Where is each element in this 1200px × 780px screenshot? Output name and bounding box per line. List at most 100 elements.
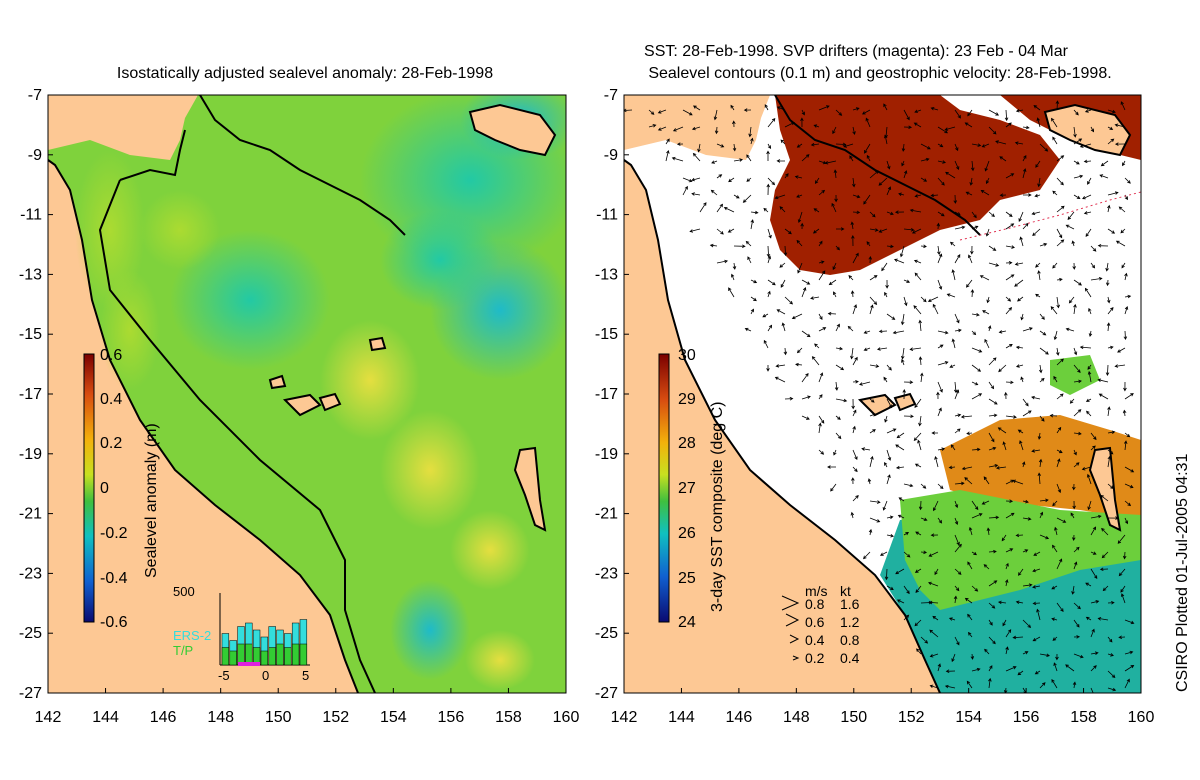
velocity-vector bbox=[884, 415, 888, 423]
velocity-vector bbox=[1056, 155, 1065, 162]
velocity-vector bbox=[835, 245, 840, 251]
velocity-vector bbox=[1114, 142, 1126, 146]
velocity-vector bbox=[1085, 398, 1092, 402]
velocity-vector bbox=[1015, 600, 1024, 605]
velocity-vector bbox=[903, 483, 914, 488]
velocity-vector bbox=[1017, 429, 1024, 434]
velocity-vector bbox=[1039, 415, 1045, 422]
velocity-vector bbox=[818, 240, 823, 247]
velocity-vector bbox=[967, 613, 973, 621]
velocity-vector bbox=[869, 413, 877, 417]
velocity-vector bbox=[801, 154, 810, 162]
velocity-vector bbox=[1037, 472, 1042, 485]
velocity-vector bbox=[776, 309, 786, 315]
velocity-vector bbox=[1073, 653, 1084, 659]
velocity-vector bbox=[697, 143, 701, 153]
left-longitude-axis: 142 144 146 148 150 152 154 156 158 160 bbox=[35, 688, 580, 726]
velocity-vector bbox=[869, 398, 875, 403]
velocity-vector bbox=[864, 143, 871, 154]
velocity-vector bbox=[1056, 449, 1063, 454]
velocity-vector bbox=[1056, 177, 1064, 186]
velocity-vector bbox=[927, 296, 939, 302]
velocity-vector bbox=[1039, 511, 1044, 519]
velocity-vector bbox=[937, 407, 942, 417]
velocity-vector bbox=[886, 428, 897, 434]
velocity-vector bbox=[1069, 398, 1075, 404]
velocity-vector bbox=[1022, 619, 1032, 628]
velocity-vector bbox=[1118, 568, 1126, 577]
velocity-vector bbox=[863, 330, 871, 334]
velocity-vector bbox=[795, 362, 803, 367]
velocity-vector bbox=[1073, 635, 1081, 639]
velocity-vector bbox=[1032, 636, 1041, 642]
velocity-vector bbox=[1117, 347, 1126, 353]
velocity-vector bbox=[1088, 307, 1092, 315]
lon-tick-label: 160 bbox=[553, 709, 580, 726]
velocity-vector bbox=[986, 527, 991, 536]
velocity-vector bbox=[1037, 270, 1041, 281]
velocity-vector bbox=[1115, 240, 1126, 247]
velocity-vector bbox=[1105, 262, 1109, 272]
velocity-vector bbox=[709, 243, 718, 248]
velocity-vector bbox=[988, 549, 997, 554]
left-colorbar bbox=[83, 353, 95, 623]
velocity-vector bbox=[901, 347, 905, 360]
velocity-vector bbox=[966, 680, 973, 689]
velocity-vector bbox=[913, 259, 922, 264]
velocity-vector bbox=[835, 346, 844, 351]
velocity-vector bbox=[1022, 651, 1029, 655]
velocity-vector bbox=[914, 194, 922, 198]
velocity-vector bbox=[1079, 345, 1092, 350]
velocity-vector bbox=[851, 177, 856, 188]
velocity-vector bbox=[1005, 548, 1014, 553]
left-inset-histogram: 500 ERS-2 T/P -5 0 5 bbox=[173, 584, 310, 683]
velocity-vector bbox=[998, 330, 1007, 334]
inset-bar-tp bbox=[299, 643, 308, 666]
velocity-vector bbox=[1051, 617, 1058, 621]
velocity-vector bbox=[971, 364, 982, 372]
velocity-vector bbox=[716, 203, 723, 213]
velocity-vector bbox=[953, 194, 958, 204]
velocity-vector bbox=[811, 356, 820, 366]
velocity-vector bbox=[1012, 635, 1024, 640]
velocity-vector bbox=[971, 312, 980, 317]
velocity-vector bbox=[1090, 600, 1100, 604]
velocity-vector bbox=[852, 466, 858, 473]
velocity-vector bbox=[954, 389, 960, 400]
left-colorbar-tick: 0.6 bbox=[100, 347, 122, 364]
velocity-vector bbox=[1124, 466, 1135, 473]
velocity-vector bbox=[934, 568, 939, 576]
lon-tick-label: 152 bbox=[898, 709, 925, 726]
velocity-vector bbox=[1097, 243, 1109, 248]
velocity-vector bbox=[1087, 364, 1092, 370]
velocity-vector bbox=[983, 476, 990, 485]
velocity-vector bbox=[1124, 393, 1134, 400]
inset-xtick: 5 bbox=[302, 668, 309, 683]
velocity-vector bbox=[1122, 551, 1127, 560]
velocity-vector bbox=[796, 239, 803, 247]
velocity-vector bbox=[831, 202, 837, 213]
velocity-vector bbox=[883, 376, 888, 383]
velocity-vector bbox=[1019, 440, 1024, 451]
lon-tick-label: 158 bbox=[495, 709, 522, 726]
velocity-vector bbox=[713, 109, 718, 121]
velocity-vector bbox=[1081, 466, 1092, 471]
velocity-vector bbox=[836, 227, 845, 231]
velocity-vector bbox=[884, 568, 889, 581]
velocity-vector bbox=[1079, 143, 1092, 148]
velocity-vector bbox=[1102, 585, 1109, 592]
velocity-vector bbox=[1054, 526, 1058, 536]
velocity-vector bbox=[732, 262, 737, 270]
velocity-vector bbox=[951, 269, 956, 281]
left-colorbar-tick: 0.2 bbox=[100, 435, 122, 452]
lat-tick-label: -27 bbox=[595, 685, 618, 702]
right-colorbar-ticks: 30 29 28 27 26 25 24 bbox=[678, 347, 696, 631]
velocity-vector bbox=[818, 260, 825, 264]
left-colorbar-label: Sealevel anomaly (m) bbox=[143, 423, 160, 578]
velocity-vector bbox=[988, 381, 995, 390]
velocity-vector bbox=[861, 109, 871, 115]
velocity-vector bbox=[1039, 143, 1049, 152]
velocity-vector bbox=[1020, 313, 1024, 321]
velocity-vector bbox=[954, 500, 959, 509]
velocity-vector bbox=[886, 244, 894, 249]
